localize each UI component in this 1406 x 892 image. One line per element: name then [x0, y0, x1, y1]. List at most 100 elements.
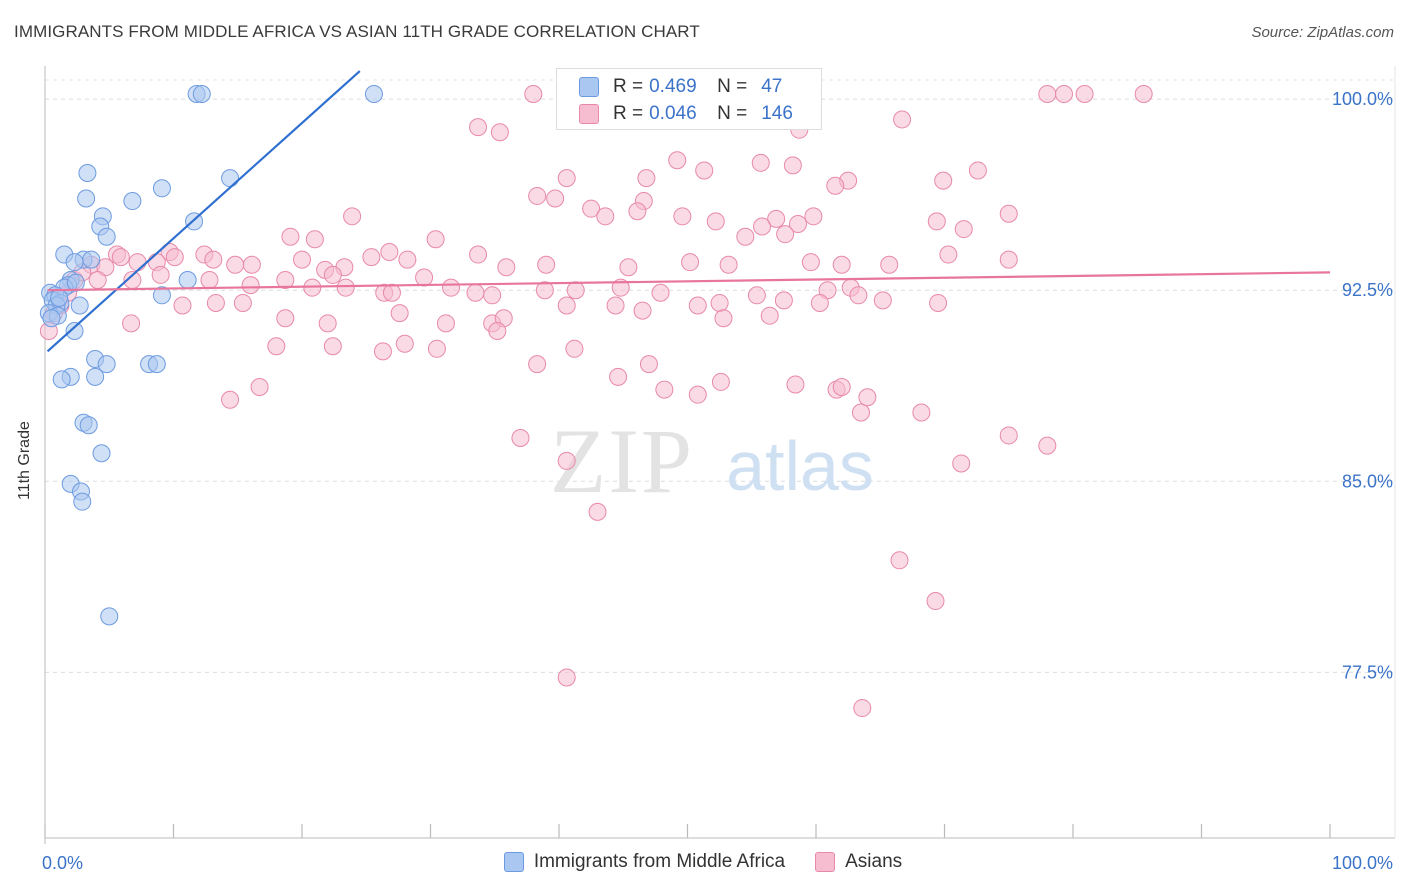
- trend-lines: [46, 70, 1331, 353]
- point-asians: [128, 253, 147, 272]
- data-points: [39, 85, 1153, 718]
- point-middle-africa: [178, 271, 197, 290]
- point-asians: [651, 283, 670, 302]
- point-middle-africa: [100, 607, 119, 626]
- point-asians: [611, 278, 630, 297]
- point-asians: [668, 151, 687, 170]
- point-asians: [427, 339, 446, 358]
- point-asians: [912, 403, 931, 422]
- point-asians: [639, 355, 658, 374]
- point-middle-africa: [86, 367, 105, 386]
- point-asians: [566, 281, 585, 300]
- point-asians: [873, 291, 892, 310]
- legend-item-middle-africa[interactable]: Immigrants from Middle Africa: [503, 851, 786, 873]
- point-asians: [934, 171, 953, 190]
- n-value: 47: [761, 76, 783, 97]
- point-asians: [596, 207, 615, 226]
- point-asians: [380, 242, 399, 261]
- point-asians: [939, 245, 958, 264]
- point-asians: [528, 355, 547, 374]
- point-asians: [926, 592, 945, 611]
- point-middle-africa: [97, 227, 116, 246]
- point-asians: [305, 230, 324, 249]
- point-asians: [774, 291, 793, 310]
- point-asians: [789, 214, 808, 233]
- point-asians: [714, 309, 733, 328]
- point-asians: [832, 255, 851, 274]
- point-asians: [954, 220, 973, 239]
- point-asians: [1038, 436, 1057, 455]
- point-asians: [336, 278, 355, 297]
- stats-row-middle-africa: R = 0.469 N = 47: [579, 75, 782, 99]
- stats-row-asians: R = 0.046 N = 146: [579, 102, 793, 126]
- point-asians: [221, 390, 240, 409]
- point-asians: [1075, 85, 1094, 104]
- point-asians: [557, 451, 576, 470]
- point-asians: [469, 245, 488, 264]
- point-asians: [832, 378, 851, 397]
- point-asians: [323, 265, 342, 284]
- point-asians: [204, 250, 223, 269]
- point-asians: [173, 296, 192, 315]
- point-asians: [786, 375, 805, 394]
- point-asians: [151, 265, 170, 284]
- point-asians: [267, 337, 286, 356]
- point-asians: [1038, 85, 1057, 104]
- tick-labels: 100.0% 92.5% 85.0% 77.5% 0.0% 100.0%: [42, 89, 1393, 873]
- chart-title: IMMIGRANTS FROM MIDDLE AFRICA VS ASIAN 1…: [14, 22, 700, 41]
- point-asians: [565, 339, 584, 358]
- point-asians: [442, 278, 461, 297]
- point-asians: [637, 169, 656, 188]
- point-asians: [776, 225, 795, 244]
- point-asians: [719, 255, 738, 274]
- source-credit: Source: ZipAtlas.com: [1251, 24, 1394, 41]
- point-asians: [880, 255, 899, 274]
- point-middle-africa: [192, 85, 211, 104]
- point-asians: [710, 293, 729, 312]
- point-asians: [200, 271, 219, 290]
- legend-item-asians[interactable]: Asians: [815, 851, 902, 873]
- y-tick-label: 100.0%: [1332, 89, 1393, 109]
- point-asians: [893, 110, 912, 129]
- point-middle-africa: [97, 355, 116, 374]
- point-asians: [535, 281, 554, 300]
- point-asians: [952, 454, 971, 473]
- point-middle-africa: [221, 169, 240, 188]
- legend-label: Immigrants from Middle Africa: [533, 851, 786, 872]
- r-value: 0.046: [649, 103, 697, 124]
- point-asians: [250, 378, 269, 397]
- point-asians: [497, 258, 516, 277]
- point-asians: [588, 502, 607, 521]
- n-label: N =: [717, 76, 748, 97]
- legend-swatch: [815, 852, 836, 872]
- point-middle-africa: [123, 192, 142, 211]
- point-asians: [655, 380, 674, 399]
- point-middle-africa: [79, 416, 98, 435]
- point-asians: [276, 271, 295, 290]
- point-asians: [426, 230, 445, 249]
- point-middle-africa: [66, 273, 85, 292]
- point-asians: [767, 209, 786, 228]
- point-asians: [122, 314, 141, 333]
- point-asians: [968, 161, 987, 180]
- y-tick-label: 77.5%: [1342, 662, 1393, 682]
- point-middle-africa: [73, 492, 92, 511]
- point-asians: [436, 314, 455, 333]
- point-middle-africa: [152, 179, 171, 198]
- point-asians: [415, 268, 434, 287]
- point-asians: [688, 385, 707, 404]
- point-asians: [753, 217, 772, 236]
- point-asians: [395, 334, 414, 353]
- axes: [44, 66, 1396, 844]
- series-swatch: [579, 104, 599, 124]
- point-middle-africa: [147, 355, 166, 374]
- point-asians: [999, 426, 1018, 445]
- point-asians: [681, 253, 700, 272]
- point-asians: [546, 189, 565, 208]
- point-asians: [628, 202, 647, 221]
- series-swatch: [579, 77, 599, 97]
- point-middle-africa: [77, 189, 96, 208]
- point-middle-africa: [92, 444, 111, 463]
- r-label: R =: [613, 103, 644, 124]
- point-asians: [165, 248, 184, 267]
